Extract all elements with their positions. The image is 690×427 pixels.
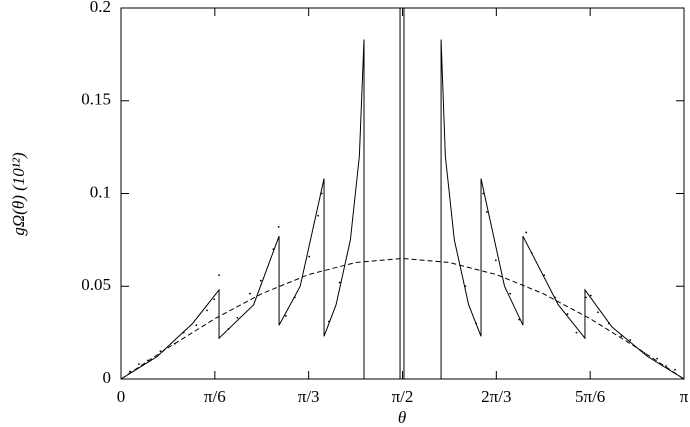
data-point xyxy=(543,274,546,277)
x-axis-label: θ xyxy=(398,408,406,427)
data-point xyxy=(129,370,131,373)
data-point xyxy=(327,320,330,323)
x-tick-label: π/3 xyxy=(298,387,320,406)
data-point xyxy=(138,363,140,366)
data-point xyxy=(320,192,323,195)
data-point xyxy=(195,324,198,327)
y-tick-label: 0.2 xyxy=(90,0,111,16)
x-tick-label: π xyxy=(680,387,689,406)
data-point xyxy=(259,279,262,282)
x-tick-label: 2π/3 xyxy=(481,387,511,406)
data-point xyxy=(227,328,230,330)
data-point xyxy=(597,311,599,314)
plot-frame xyxy=(120,7,685,380)
data-point xyxy=(249,292,251,295)
data-point xyxy=(213,298,216,301)
data-point xyxy=(482,192,485,195)
data-point xyxy=(530,251,533,254)
y-axis-label: gΩ(θ) (10¹²) xyxy=(9,152,28,236)
data-point xyxy=(607,322,610,325)
x-tick-label: 0 xyxy=(117,387,126,406)
data-point xyxy=(338,281,341,284)
data-point xyxy=(554,296,556,299)
y-tick-label: 0.15 xyxy=(81,90,111,109)
data-point xyxy=(218,274,220,277)
data-point xyxy=(656,357,659,360)
data-point xyxy=(236,316,239,319)
data-point xyxy=(159,350,162,353)
data-point xyxy=(589,294,592,297)
data-point xyxy=(146,359,149,362)
data-point xyxy=(525,231,528,234)
x-tick-label: π/2 xyxy=(392,387,414,406)
y-tick-label: 0.1 xyxy=(90,182,111,201)
data-point xyxy=(277,225,280,228)
data-point xyxy=(464,285,467,288)
data-point xyxy=(475,322,478,325)
data-point xyxy=(206,309,208,312)
data-point xyxy=(643,352,646,354)
data-point xyxy=(575,331,578,334)
solid-line xyxy=(120,7,685,380)
data-point xyxy=(182,331,185,334)
data-point xyxy=(173,342,176,345)
data-point xyxy=(518,318,521,321)
data-point xyxy=(494,259,497,262)
data-point xyxy=(272,248,275,251)
data-point xyxy=(284,315,287,317)
data-point xyxy=(317,214,320,217)
data-point xyxy=(674,368,676,371)
data-point xyxy=(485,211,488,213)
y-tick-label: 0 xyxy=(103,368,112,387)
data-point xyxy=(293,296,296,299)
data-point xyxy=(629,339,632,341)
data-point xyxy=(308,255,311,258)
dashed-line xyxy=(120,257,685,380)
data-point xyxy=(665,365,667,367)
data-point xyxy=(566,313,569,315)
x-tick-label: π/6 xyxy=(204,387,226,406)
data-point xyxy=(509,292,512,295)
y-tick-label: 0.05 xyxy=(81,275,111,294)
x-tick-label: 5π/6 xyxy=(575,387,605,406)
data-point xyxy=(585,296,587,299)
data-point xyxy=(620,335,623,338)
